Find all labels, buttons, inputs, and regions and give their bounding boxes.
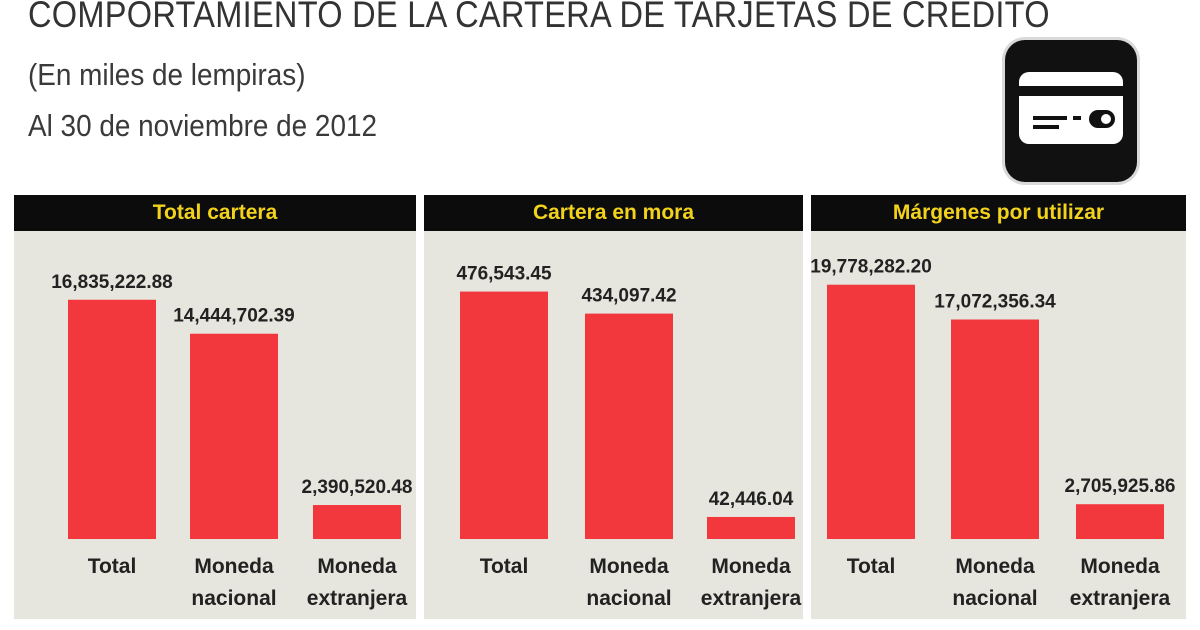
panel-title: Cartera en mora (532, 201, 695, 224)
category-label: Moneda (1080, 555, 1160, 578)
bar (585, 313, 673, 539)
category-label: nacional (586, 587, 671, 610)
category-label: Moneda (955, 555, 1035, 578)
panel-header: Márgenes por utilizar (811, 195, 1186, 231)
bar (951, 319, 1039, 539)
chart-date: Al 30 de noviembre de 2012 (28, 108, 378, 143)
category-label: nacional (952, 587, 1037, 610)
bar (460, 291, 548, 539)
chart-subtitle: (En miles de lempiras) (28, 57, 306, 92)
panel-total-cartera: Total cartera 16,835,222.88 Total 14,444,7… (14, 195, 416, 619)
credit-card-icon (1005, 40, 1137, 182)
panel-title: Total cartera (152, 201, 278, 224)
data-label: 16,835,222.88 (51, 272, 173, 293)
category-label: nacional (191, 587, 276, 610)
bar-plot: 476,543.45 Total 434,097.42 Moneda nacional 4… (456, 264, 802, 610)
data-label: 17,072,356.34 (934, 291, 1056, 312)
category-label: Moneda (194, 555, 274, 578)
bar-plot: 19,778,282.20 Total 17,072,356.34 Moneda nac… (811, 257, 1176, 610)
data-label: 42,446.04 (709, 489, 794, 510)
bar (707, 516, 795, 539)
data-label: 19,778,282.20 (811, 257, 932, 278)
category-label: Moneda (317, 555, 397, 578)
bar (68, 299, 156, 539)
category-label: extranjera (1070, 587, 1171, 610)
data-label: 2,390,520.48 (302, 477, 413, 498)
category-label: Total (88, 555, 137, 578)
bar (1076, 504, 1164, 539)
panel-margenes-por-utilizar: Márgenes por utilizar 19,778,282.20 Total… (811, 195, 1186, 619)
category-label: Moneda (589, 555, 669, 578)
category-label: Moneda (711, 555, 791, 578)
panel-cartera-en-mora: Cartera en mora 476,543.45 Total 434,097.4… (424, 195, 803, 619)
data-label: 2,705,925.86 (1065, 476, 1176, 497)
data-label: 476,543.45 (456, 264, 552, 285)
data-label: 434,097.42 (581, 286, 676, 307)
category-label: extranjera (701, 587, 802, 610)
bar (313, 505, 401, 539)
panel-header: Total cartera (14, 195, 416, 231)
panel-header: Cartera en mora (424, 195, 803, 231)
panel-title: Márgenes por utilizar (892, 201, 1105, 224)
bar (190, 333, 278, 539)
category-label: Total (847, 555, 896, 578)
bar-plot: 16,835,222.88 Total 14,444,702.39 Moneda nac… (51, 272, 413, 610)
bar (827, 284, 915, 539)
category-label: extranjera (307, 587, 408, 610)
data-label: 14,444,702.39 (173, 306, 295, 327)
category-label: Total (480, 555, 529, 578)
chart-title: COMPORTAMIENTO DE LA CARTERA DE TARJETAS… (28, 0, 1050, 35)
